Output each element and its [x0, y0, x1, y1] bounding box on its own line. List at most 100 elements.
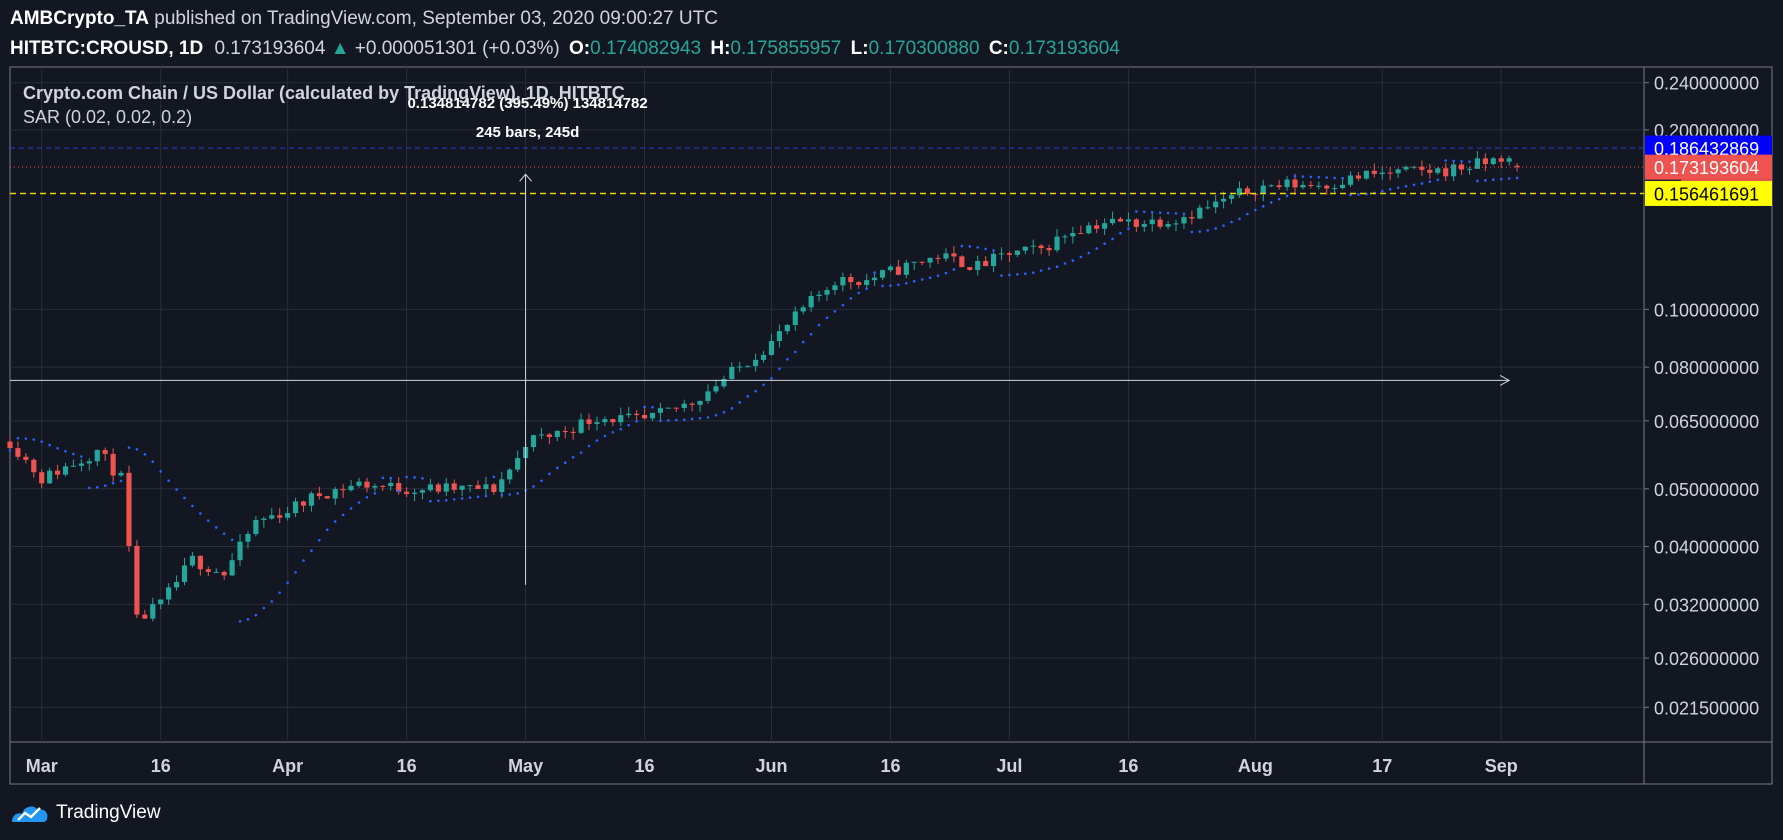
sar-dot	[1190, 230, 1194, 234]
sar-dot	[492, 475, 496, 479]
sar-dot	[635, 420, 638, 423]
sar-dot	[103, 484, 107, 487]
sar-dot	[563, 461, 567, 465]
candle-body	[142, 614, 148, 619]
candle-body	[1133, 219, 1139, 227]
candle-body	[388, 483, 394, 487]
sar-dot	[770, 377, 773, 380]
candle-body	[1165, 224, 1171, 227]
candle-body	[1062, 236, 1068, 238]
sar-dot	[246, 618, 250, 621]
candle-body	[1332, 187, 1338, 189]
sar-dot	[397, 489, 400, 493]
sar-dot	[1103, 242, 1106, 245]
sar-dot	[1404, 184, 1408, 188]
y-tick-label: 0.065000000	[1654, 412, 1759, 432]
sar-dot	[762, 383, 765, 387]
candle-body	[1466, 168, 1473, 170]
sar-dot	[952, 268, 956, 271]
y-tick-label: 0.032000000	[1654, 595, 1759, 615]
sar-dot	[1380, 189, 1384, 193]
sar-dot	[849, 297, 853, 300]
sar-dot	[1357, 193, 1360, 196]
candle-body	[1244, 188, 1250, 194]
candle-body	[1070, 232, 1076, 237]
measure-label-change: 0.134814782 (395.49%) 134814782	[407, 95, 647, 112]
candle-body	[340, 489, 346, 491]
tradingview-logo-icon[interactable]	[10, 800, 50, 826]
candle-body	[1276, 185, 1282, 188]
candle-body	[1451, 164, 1457, 177]
sar-dot	[254, 613, 258, 617]
symbol-label[interactable]: HITBTC:CROUSD, 1D	[10, 38, 204, 59]
candle-body	[47, 470, 53, 484]
sar-dot	[1468, 160, 1471, 164]
sar-dot	[349, 507, 353, 510]
sar-dot	[452, 498, 456, 501]
candle-body	[1102, 223, 1108, 229]
candle-body	[253, 519, 259, 535]
candle-body	[1498, 158, 1504, 162]
sar-dot	[429, 499, 432, 503]
sar-dot	[135, 448, 139, 451]
sar-dot	[897, 283, 900, 287]
sar-dot	[72, 452, 75, 456]
candle-body	[1514, 165, 1520, 168]
ray-arrow-icon	[1499, 374, 1511, 386]
candle-body	[586, 419, 592, 424]
candle-body	[530, 435, 537, 448]
sar-dot	[1491, 178, 1495, 182]
chart-header: AMBCrypto_TA published on TradingView.co…	[10, 4, 1770, 64]
candle-body	[1371, 170, 1377, 175]
sar-dot	[667, 419, 670, 422]
candle-body	[864, 280, 870, 285]
candle-body	[451, 483, 457, 490]
sar-dot	[1039, 269, 1043, 272]
sar-dot	[286, 581, 289, 585]
candle-body	[1094, 225, 1100, 229]
candle-body	[1109, 218, 1116, 224]
sar-dot	[984, 247, 987, 251]
sar-dot	[238, 620, 242, 623]
chart-title: Crypto.com Chain / US Dollar (calculated…	[23, 83, 625, 103]
sar-dot	[56, 446, 59, 450]
sar-dot	[1135, 210, 1138, 213]
sar-dot	[1444, 159, 1447, 162]
sar-dot	[1325, 176, 1329, 179]
author-name[interactable]: AMBCrypto_TA	[10, 8, 149, 29]
candle-body	[475, 485, 481, 489]
sar-dot	[1254, 208, 1257, 212]
measure-label-bars: 245 bars, 245d	[476, 124, 579, 141]
sar-dot	[508, 493, 512, 496]
sar-dot	[183, 496, 186, 500]
sar-dot	[1412, 183, 1416, 187]
x-tick-label: 16	[635, 756, 655, 776]
sar-dot	[310, 549, 313, 553]
footer-brand[interactable]: TradingView	[56, 802, 161, 823]
sar-dot	[1341, 176, 1344, 180]
candle-body	[1228, 195, 1235, 199]
sar-dot	[40, 440, 44, 443]
sar-dot	[468, 496, 472, 499]
sar-dot	[175, 488, 178, 491]
sar-dot	[825, 316, 829, 320]
sar-dot	[143, 453, 147, 456]
candle-body	[1149, 219, 1155, 225]
candle-body	[856, 282, 862, 285]
footer: TradingView	[10, 798, 161, 828]
candle-body	[23, 456, 29, 460]
sar-dot	[1095, 247, 1098, 250]
price-axis-label[interactable]: 0.156461691	[1645, 180, 1772, 206]
candle-body	[689, 403, 695, 405]
sar-dot	[1246, 212, 1249, 216]
sar-dot	[548, 472, 551, 476]
candle-body	[1197, 207, 1203, 219]
change-up-icon: ▲	[330, 38, 350, 59]
candle-body	[808, 296, 814, 308]
sar-dot	[1127, 227, 1130, 231]
sar-dot	[516, 492, 519, 495]
candle-body	[872, 277, 878, 281]
sar-dot	[191, 504, 194, 508]
price-label-bg	[1645, 180, 1772, 206]
